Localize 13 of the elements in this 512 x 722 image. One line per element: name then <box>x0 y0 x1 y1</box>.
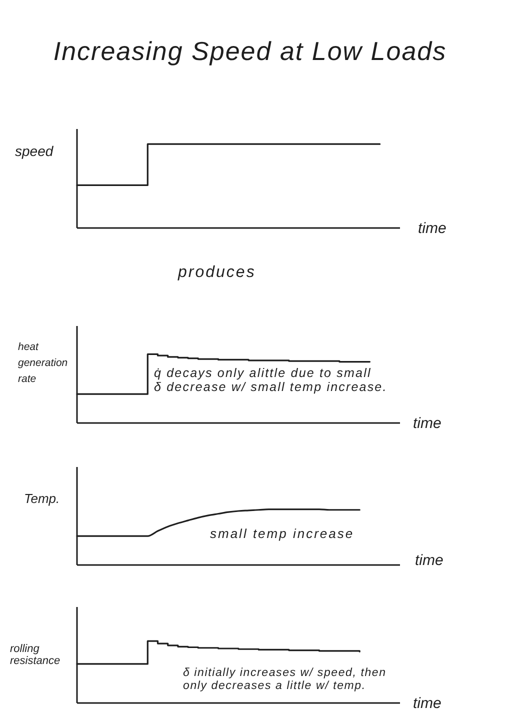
annotation: q̇ decays only alittle due to small δ decrease w/ small temp increase. <box>154 366 388 394</box>
annotation: δ initially increases w/ speed, then only decreases a little w/ temp. <box>183 667 386 693</box>
x-axis-title: time <box>418 220 446 238</box>
y-axis-title: speed <box>15 143 54 160</box>
x-axis-title: time <box>413 415 442 433</box>
annotation: small temp increase <box>210 526 354 542</box>
x-axis-title: time <box>413 695 442 713</box>
y-axis-title: rolling resistance <box>10 643 60 667</box>
y-axis-title: Temp. <box>24 491 60 507</box>
text: produces <box>178 263 256 282</box>
chart-title: Increasing Speed at Low Loads <box>53 36 447 67</box>
y-axis-title: heat generation rate <box>18 340 68 387</box>
x-axis-title: time <box>415 552 444 570</box>
